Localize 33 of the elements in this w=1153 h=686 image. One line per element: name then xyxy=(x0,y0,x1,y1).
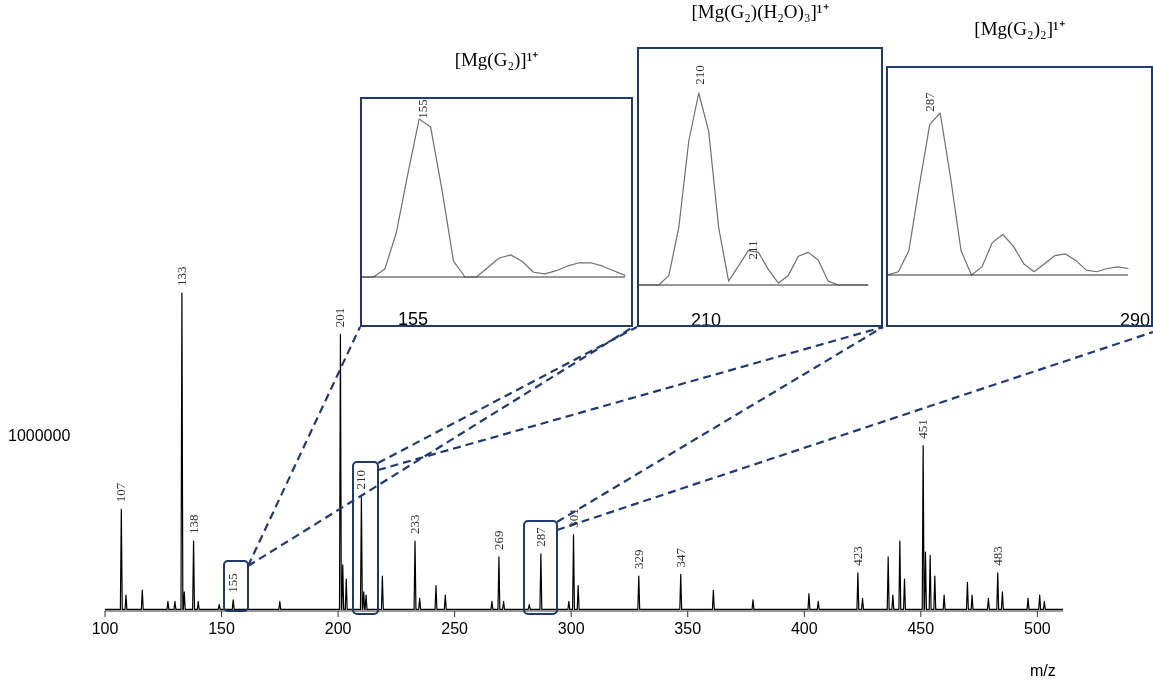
text: 1000000 xyxy=(8,427,71,445)
x-tick-label: 100 xyxy=(91,620,119,638)
x-tick-label: 350 xyxy=(674,620,702,638)
text: 210 xyxy=(692,65,708,85)
annotation: 155 xyxy=(397,309,429,327)
chart-title: [Mg(G₂)(H₂O)₃]¹⁺ xyxy=(690,0,830,24)
x-tick-label: 300 xyxy=(557,620,585,638)
annotation: 107 xyxy=(113,482,129,503)
annotation: 329 xyxy=(630,549,646,570)
x-tick-label: 200 xyxy=(324,620,352,638)
annotation: 287 xyxy=(532,526,548,547)
x-tick-label: 500 xyxy=(1024,620,1051,638)
x-tick-label: 450 xyxy=(907,620,935,638)
annotation: 347 xyxy=(672,547,688,568)
chart-title: [Mg(G₂)]¹⁺ xyxy=(453,48,540,72)
x-tick-label: 150 xyxy=(208,620,235,638)
annotation: 210 xyxy=(353,470,369,490)
x-axis-title: m/z xyxy=(1030,662,1056,680)
annotation: 451 xyxy=(915,419,931,439)
text: 287 xyxy=(922,92,938,112)
annotation: 269 xyxy=(490,530,506,550)
annotation: 233 xyxy=(407,514,423,535)
annotation: 201 xyxy=(332,307,348,328)
annotation: 138 xyxy=(185,514,201,535)
chart-title: [Mg(G₂)₂]¹⁺ xyxy=(973,17,1066,41)
text: 155 xyxy=(415,99,431,119)
annotation: 423 xyxy=(849,546,865,566)
x-tick-label: 400 xyxy=(790,620,818,638)
annotation: 133 xyxy=(173,266,189,286)
annotation: 155 xyxy=(225,573,241,593)
x-tick-label: 250 xyxy=(441,620,469,638)
annotation: 483 xyxy=(989,546,1005,566)
annotation: 211 xyxy=(745,240,761,260)
